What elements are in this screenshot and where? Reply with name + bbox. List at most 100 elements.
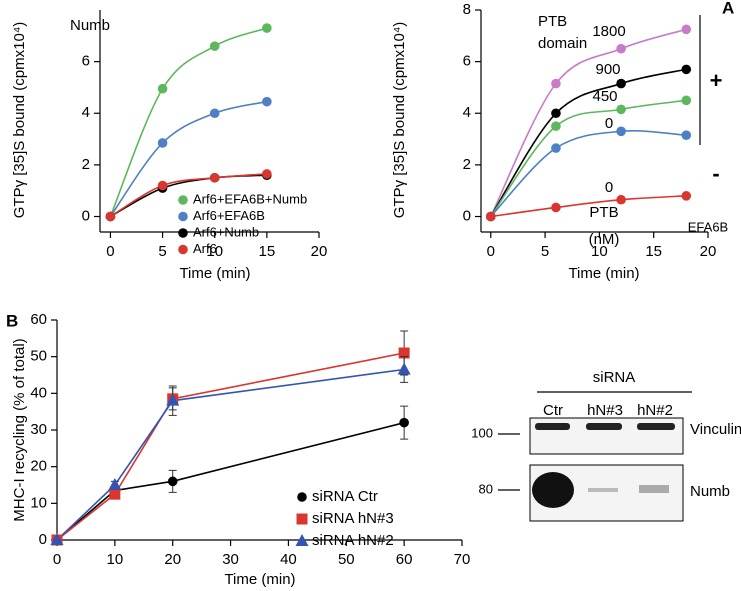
series-line	[490, 195, 687, 218]
series-line	[490, 68, 687, 217]
x-tick-label: 70	[454, 551, 471, 568]
band	[532, 472, 574, 508]
mw-marker: 80	[479, 481, 493, 496]
marker	[485, 211, 496, 222]
marker	[178, 228, 188, 238]
marker	[398, 347, 410, 359]
y-tick-label: 2	[463, 156, 471, 173]
x-tick-label: 0	[106, 243, 114, 260]
marker	[681, 191, 692, 201]
y-tick-label: 60	[30, 311, 47, 328]
y-tick-label: 6	[82, 53, 90, 70]
marker	[551, 121, 561, 131]
annotation: EFA6B	[688, 219, 728, 234]
y-tick-label: 4	[463, 104, 471, 121]
marker	[108, 478, 122, 490]
marker	[551, 108, 561, 119]
marker	[178, 211, 188, 222]
y-axis-label: GTPγ [35]S bound (cpmx10⁴)	[391, 22, 408, 219]
series-label: 900	[595, 61, 620, 78]
marker	[681, 95, 692, 106]
legend-label: siRNA hN#3	[312, 510, 394, 527]
x-tick-label: 20	[164, 551, 181, 568]
series-label: 450	[592, 88, 617, 105]
blot-header: siRNA	[593, 369, 636, 386]
marker	[616, 78, 626, 89]
x-tick-label: 50	[338, 551, 355, 568]
legend-label: siRNA hN#2	[312, 532, 394, 549]
band	[639, 485, 669, 493]
x-axis-label: Time (min)	[224, 571, 295, 588]
marker	[166, 393, 180, 406]
marker	[551, 143, 561, 153]
marker	[616, 43, 626, 54]
marker	[397, 362, 411, 375]
series-line	[109, 27, 268, 217]
marker	[616, 126, 626, 137]
marker	[209, 108, 220, 119]
x-tick-label: 5	[158, 243, 166, 260]
x-tick-label: 10	[206, 243, 223, 260]
marker	[262, 96, 272, 107]
x-tick-label: 20	[700, 243, 717, 260]
protein-label: Numb	[690, 483, 730, 500]
y-tick-label: 2	[82, 156, 90, 173]
y-tick-label: 40	[30, 384, 47, 401]
marker	[157, 83, 168, 94]
series-line	[490, 99, 687, 217]
legend-label: Arf6+Numb	[193, 224, 259, 239]
x-tick-label: 40	[280, 551, 297, 568]
y-tick-label: 50	[30, 348, 47, 365]
x-tick-label: 0	[487, 243, 495, 260]
marker	[681, 64, 692, 75]
marker	[399, 417, 409, 428]
annotation: PTB	[589, 204, 618, 221]
series-line	[490, 28, 687, 217]
x-tick-label: 15	[259, 243, 276, 260]
marker	[681, 24, 692, 35]
y-tick-label: 8	[463, 1, 471, 18]
panel-label: B	[6, 311, 18, 330]
series-label: 1800	[592, 23, 625, 40]
series-line	[56, 421, 405, 541]
chart-title: domain	[538, 35, 587, 52]
marker	[157, 180, 168, 191]
marker	[209, 41, 220, 51]
y-tick-label: 0	[82, 207, 90, 224]
marker	[167, 476, 178, 487]
marker	[297, 492, 307, 502]
x-tick-label: 10	[591, 243, 608, 260]
protein-label: Vinculin	[690, 421, 741, 438]
annotation: -	[712, 161, 719, 186]
marker	[178, 195, 188, 205]
y-tick-label: 30	[30, 421, 47, 438]
marker	[105, 211, 116, 222]
marker	[157, 138, 168, 148]
x-tick-label: 10	[107, 551, 124, 568]
legend-label: siRNA Ctr	[312, 488, 378, 505]
marker	[616, 104, 626, 115]
chart-title: PTB	[538, 13, 567, 30]
marker	[178, 244, 188, 255]
series-label: 0	[605, 179, 613, 196]
legend-label: Arf6+EFA6B+Numb	[193, 191, 307, 206]
marker	[109, 488, 121, 500]
marker	[262, 23, 272, 33]
x-axis-label: Time (min)	[568, 265, 639, 282]
blot: siRNA Ctr hN#3 hN#2 100 80 Vinculin Numb	[471, 369, 741, 522]
x-tick-label: 15	[645, 243, 662, 260]
y-tick-label: 6	[463, 53, 471, 70]
y-tick-label: 4	[82, 104, 90, 121]
band	[586, 423, 622, 430]
series-line	[490, 130, 687, 218]
lane-label: hN#3	[587, 402, 623, 419]
y-tick-label: 0	[463, 207, 471, 224]
y-tick-label: 0	[39, 531, 47, 548]
annotation: +	[710, 68, 723, 93]
lane-label: hN#2	[637, 402, 673, 419]
series-line	[56, 368, 405, 541]
y-tick-label: 10	[30, 494, 47, 511]
marker	[551, 78, 561, 89]
mw-marker: 100	[471, 425, 493, 440]
